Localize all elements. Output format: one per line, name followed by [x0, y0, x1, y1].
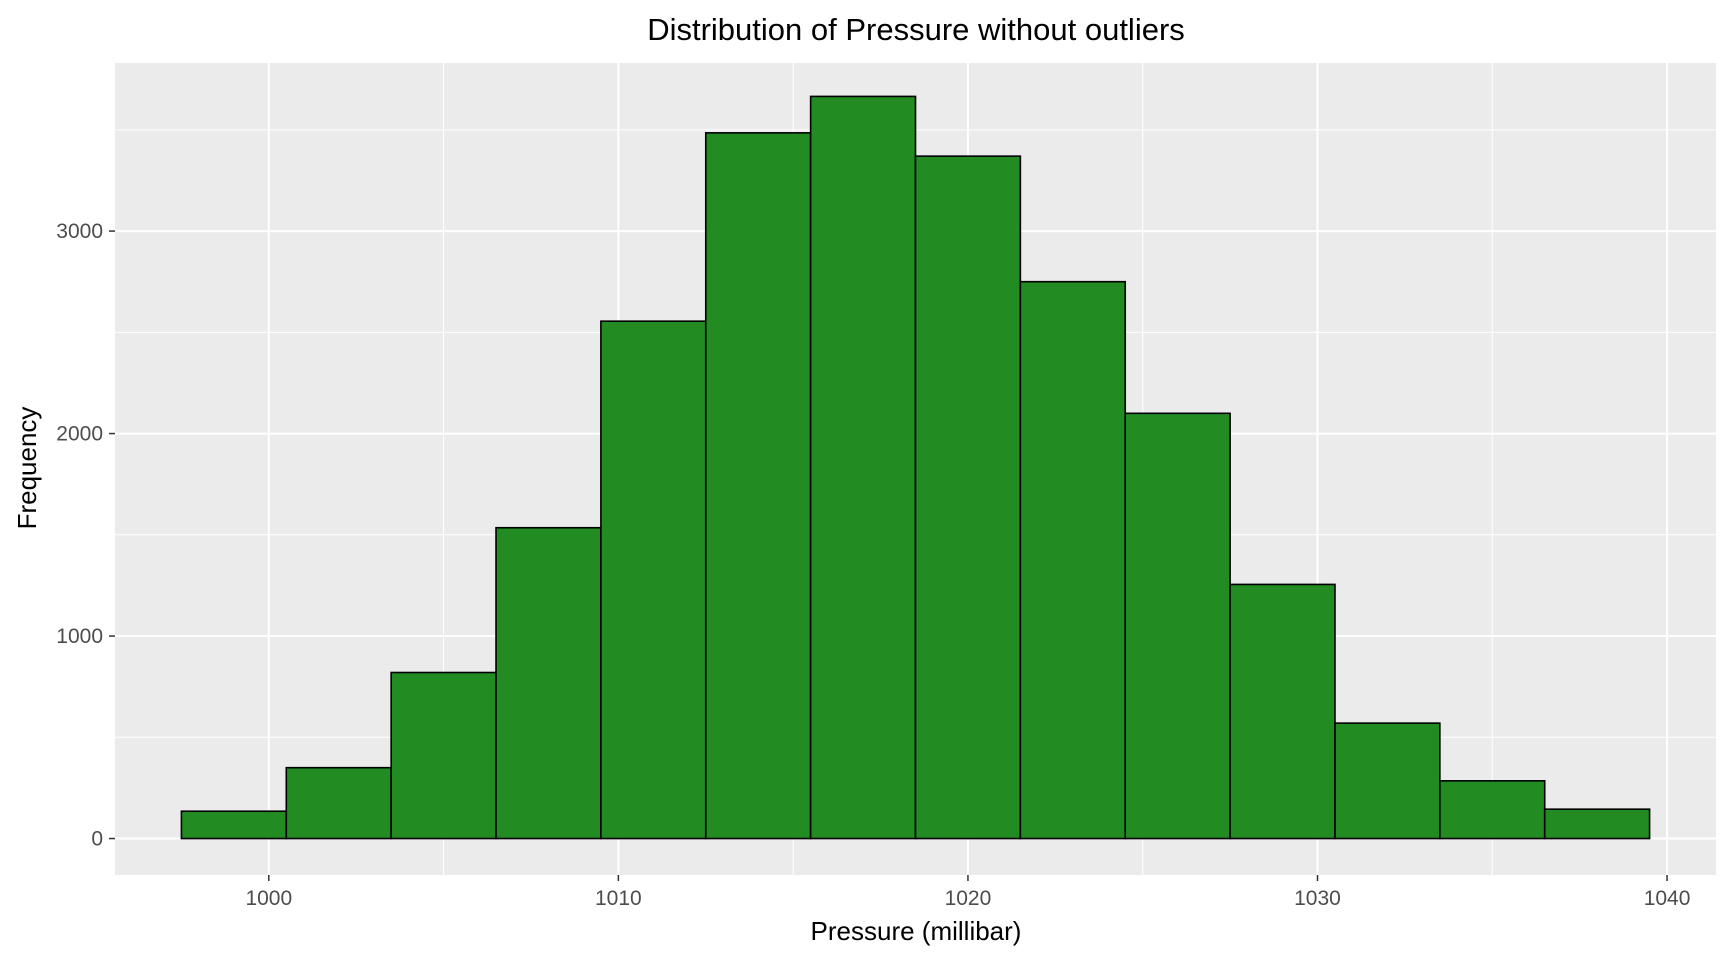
histogram-bar-1 — [180, 810, 288, 840]
histogram-bar-7 — [809, 95, 917, 840]
histogram-bar-5 — [600, 320, 707, 840]
y-tick-label: 0 — [91, 828, 103, 851]
y-tick-label: 3000 — [56, 220, 103, 243]
y-axis: 0 1000 2000 3000 — [56, 220, 115, 851]
chart-title: Distribution of Pressure without outlier… — [647, 12, 1185, 47]
histogram-bar-14 — [1543, 808, 1651, 840]
histogram-bar-6 — [704, 132, 812, 840]
x-tick-label: 1040 — [1644, 887, 1691, 910]
histogram-bar-11 — [1229, 583, 1336, 840]
histogram-bar-2 — [285, 766, 392, 840]
x-tick-label: 1010 — [595, 887, 642, 910]
x-tick-label: 1030 — [1294, 887, 1341, 910]
x-axis-title: Pressure (millibar) — [811, 916, 1022, 946]
histogram-bar-9 — [1019, 280, 1127, 840]
histogram-bar-3 — [390, 671, 497, 840]
y-tick-label: 2000 — [56, 423, 103, 446]
histogram-bar-10 — [1124, 412, 1231, 840]
histogram-bar-13 — [1439, 780, 1546, 840]
histogram-bar-4 — [495, 526, 602, 840]
histogram-bars — [180, 95, 1651, 840]
y-axis-title: Frequency — [12, 407, 42, 530]
y-tick-label: 1000 — [56, 625, 103, 648]
x-tick-label: 1000 — [245, 887, 292, 910]
histogram-bar-8 — [914, 155, 1022, 840]
x-tick-label: 1020 — [945, 887, 992, 910]
histogram-bar-12 — [1334, 722, 1441, 840]
x-axis: 1000 1010 1020 1030 1040 — [245, 875, 1690, 910]
